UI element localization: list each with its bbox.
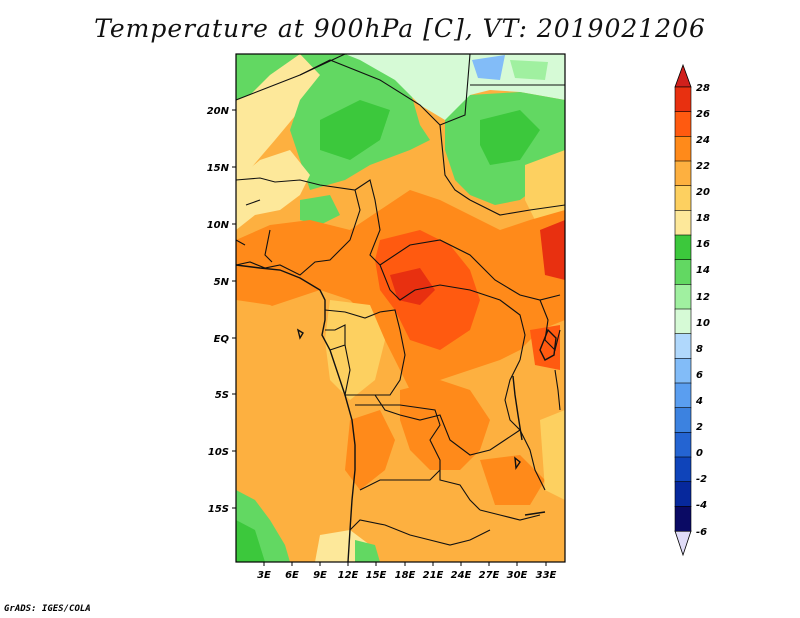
lat-label-5s: 5S bbox=[215, 390, 229, 401]
colorbar-label-14: 14 bbox=[696, 265, 710, 276]
lon-label-9e: 9E bbox=[313, 570, 327, 581]
colorbar-swatch bbox=[674, 432, 692, 458]
colorbar-label-10: 10 bbox=[696, 318, 710, 329]
latitude-axis: 20N 15N 10N 5N EQ 5S 10S 15S bbox=[207, 106, 236, 515]
colorbar-label-neg4: -4 bbox=[696, 500, 707, 511]
colorbar-swatch bbox=[674, 136, 692, 162]
colorbar-label-22: 22 bbox=[696, 161, 710, 172]
colorbar-swatch bbox=[674, 86, 692, 113]
lon-label-27e: 27E bbox=[479, 570, 500, 581]
colorbar-swatch bbox=[674, 456, 692, 483]
colorbar-swatch bbox=[674, 284, 692, 310]
lon-label-24e: 24E bbox=[451, 570, 472, 581]
colorbar-swatch bbox=[674, 506, 692, 532]
lon-label-30e: 30E bbox=[507, 570, 528, 581]
lon-label-18e: 18E bbox=[395, 570, 416, 581]
colorbar-swatch bbox=[674, 382, 692, 409]
colorbar-label-neg6: -6 bbox=[696, 527, 707, 538]
colorbar-swatch bbox=[674, 160, 692, 187]
lon-label-6e: 6E bbox=[285, 570, 299, 581]
colorbar-swatch bbox=[674, 210, 692, 236]
colorbar-swatch bbox=[674, 185, 692, 211]
colorbar-label-26: 26 bbox=[696, 109, 710, 120]
colorbar-swatch bbox=[674, 481, 692, 507]
temperature-field bbox=[236, 54, 565, 562]
colorbar-label-24: 24 bbox=[696, 135, 710, 146]
grads-credit: GrADS: IGES/COLA bbox=[4, 604, 91, 614]
lat-label-20n: 20N bbox=[207, 106, 230, 117]
colorbar-swatch bbox=[674, 333, 692, 359]
colorbar-top-arrow bbox=[674, 63, 692, 88]
colorbar-swatch bbox=[674, 308, 692, 335]
colorbar-label-18: 18 bbox=[696, 213, 710, 224]
lat-label-15s: 15S bbox=[208, 504, 229, 515]
lat-label-10n: 10N bbox=[207, 220, 230, 231]
colorbar-swatch bbox=[674, 407, 692, 433]
colorbar-label-6: 6 bbox=[696, 370, 703, 381]
longitude-axis: 3E 6E 9E 12E 15E 18E 21E 24E 27E 30E 33E bbox=[257, 562, 557, 581]
map-title: Temperature at 900hPa [C], VT: 201902120… bbox=[94, 14, 706, 43]
colorbar: 28 26 24 22 20 18 16 14 12 10 8 6 4 2 0 … bbox=[674, 63, 710, 557]
colorbar-label-8: 8 bbox=[696, 344, 703, 355]
colorbar-swatch bbox=[674, 358, 692, 384]
colorbar-label-16: 16 bbox=[696, 239, 710, 250]
colorbar-label-4: 4 bbox=[695, 396, 703, 407]
lon-label-33e: 33E bbox=[536, 570, 557, 581]
lon-label-15e: 15E bbox=[366, 570, 387, 581]
colorbar-swatch bbox=[674, 234, 692, 261]
colorbar-swatch bbox=[674, 259, 692, 285]
lon-label-12e: 12E bbox=[338, 570, 359, 581]
lon-label-3e: 3E bbox=[257, 570, 271, 581]
colorbar-label-0: 0 bbox=[696, 448, 703, 459]
colorbar-swatch bbox=[674, 111, 692, 137]
coastline bbox=[236, 264, 557, 562]
colorbar-label-28: 28 bbox=[696, 83, 710, 94]
lat-label-eq: EQ bbox=[214, 334, 230, 345]
lon-label-21e: 21E bbox=[423, 570, 444, 581]
lat-label-10s: 10S bbox=[208, 447, 229, 458]
colorbar-label-neg2: -2 bbox=[696, 474, 707, 485]
lat-label-5n: 5N bbox=[214, 277, 230, 288]
plot-frame bbox=[235, 53, 566, 563]
colorbar-label-12: 12 bbox=[696, 292, 710, 303]
colorbar-label-20: 20 bbox=[696, 187, 710, 198]
colorbar-label-2: 2 bbox=[696, 422, 703, 433]
colorbar-bottom-arrow bbox=[674, 530, 692, 557]
lat-label-15n: 15N bbox=[207, 163, 230, 174]
country-borders bbox=[236, 54, 565, 546]
